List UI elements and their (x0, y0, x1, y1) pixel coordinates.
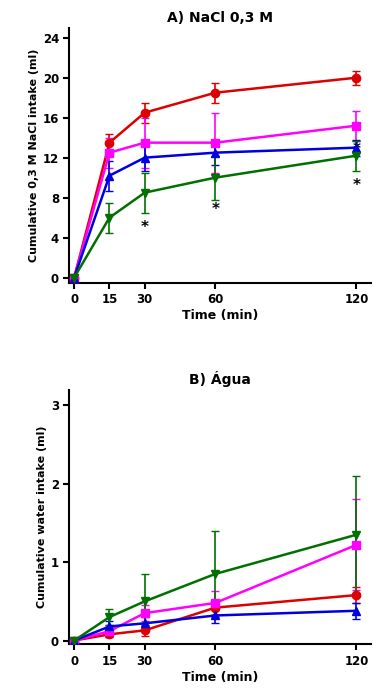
Text: *: * (141, 220, 149, 235)
Y-axis label: Cumulative 0,3 M NaCl intake (ml): Cumulative 0,3 M NaCl intake (ml) (29, 49, 39, 262)
X-axis label: Time (min): Time (min) (182, 671, 258, 684)
Title: B) Água: B) Água (189, 371, 251, 387)
Text: *: * (352, 178, 361, 193)
X-axis label: Time (min): Time (min) (182, 309, 258, 322)
Text: *: * (352, 142, 361, 157)
Text: *: * (211, 202, 219, 217)
Y-axis label: Cumulative water intake (ml): Cumulative water intake (ml) (37, 426, 47, 608)
Title: A) NaCl 0,3 M: A) NaCl 0,3 M (167, 11, 273, 25)
